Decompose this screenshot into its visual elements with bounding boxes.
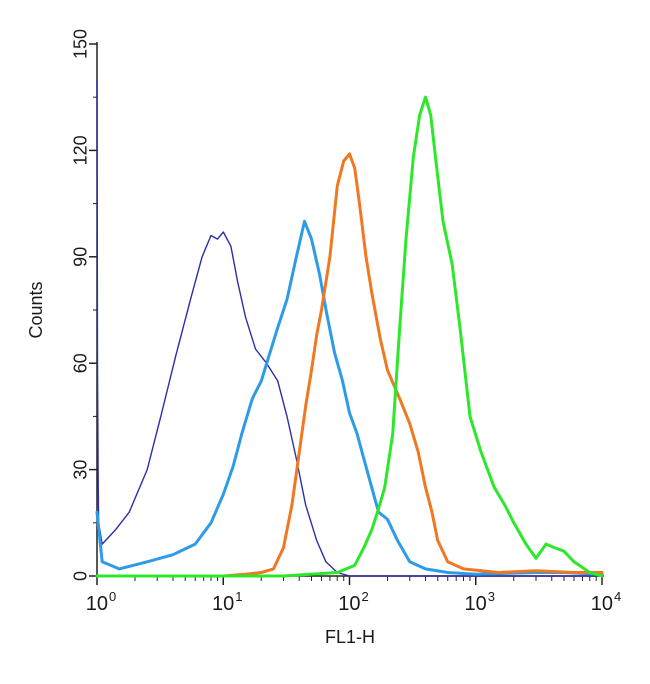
series-layer: [95, 78, 604, 578]
x-tick-label: 103: [465, 589, 495, 615]
y-tick-label: 150: [70, 29, 90, 59]
y-tick-label: 30: [70, 460, 90, 480]
x-tick-label: 101: [212, 589, 242, 615]
series-line-2: [95, 219, 604, 576]
y-tick-label: 120: [70, 135, 90, 165]
labels: FL1-H Counts: [26, 281, 375, 647]
y-tick-label: 90: [70, 247, 90, 267]
y-tick-label: 60: [70, 353, 90, 373]
series-line-3: [221, 152, 604, 578]
x-tick-exponent: 2: [362, 589, 369, 604]
series-line-1: [96, 78, 603, 577]
x-tick-exponent: 4: [614, 589, 621, 604]
series-line-4: [95, 95, 604, 578]
y-tick-label: 0: [70, 571, 90, 581]
x-tick-exponent: 0: [109, 589, 116, 604]
x-tick-label: 104: [591, 589, 621, 615]
x-tick-exponent: 1: [235, 589, 242, 604]
x-tick-exponent: 3: [488, 589, 495, 604]
x-tick-label: 102: [338, 589, 368, 615]
x-tick-label: 100: [86, 589, 116, 615]
x-axis-label: FL1-H: [325, 627, 375, 647]
y-axis-label: Counts: [26, 281, 46, 338]
